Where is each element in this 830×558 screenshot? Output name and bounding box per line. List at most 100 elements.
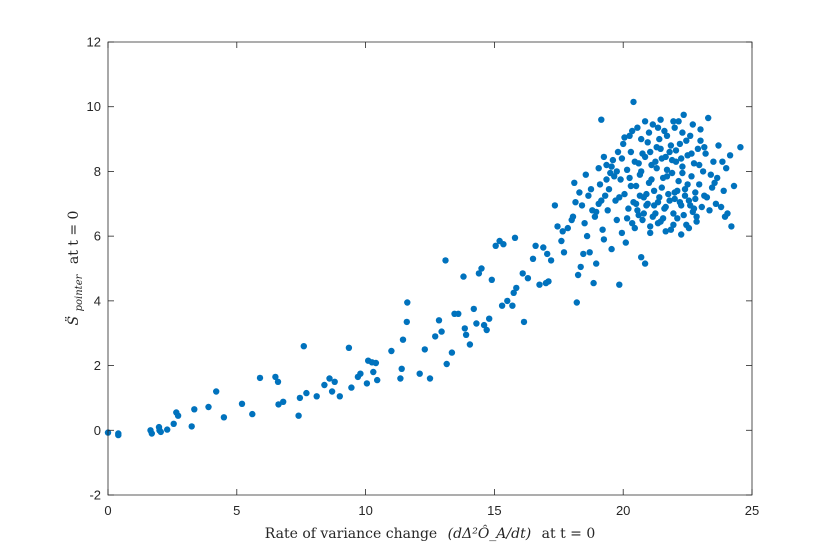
data-point [649, 121, 656, 128]
data-point [598, 116, 605, 123]
plot-area [108, 42, 752, 495]
data-point [667, 226, 675, 233]
y-tick-label: -2 [89, 488, 101, 503]
x-axis-label: Rate of variance change (dΔ²Ô_A/dt) at t… [265, 524, 595, 542]
data-point [629, 220, 636, 227]
data-point [536, 281, 543, 288]
data-point [634, 124, 641, 131]
data-point [604, 207, 611, 214]
data-point [574, 271, 582, 279]
data-point [613, 168, 620, 175]
data-point [663, 173, 671, 180]
data-point [590, 279, 597, 287]
data-point [681, 186, 689, 193]
data-point [554, 223, 561, 230]
data-point [626, 132, 633, 139]
data-point [580, 250, 587, 258]
data-point [328, 388, 336, 395]
data-point [668, 156, 676, 164]
data-point [205, 403, 212, 411]
data-point [645, 129, 653, 136]
data-point [680, 211, 687, 219]
data-point [443, 360, 450, 368]
data-point [638, 135, 645, 143]
data-point [256, 374, 264, 382]
data-point [681, 192, 689, 199]
y-tick-label: 10 [87, 99, 101, 114]
data-point [641, 260, 649, 267]
data-point [170, 420, 177, 427]
data-point [632, 182, 640, 190]
data-point [475, 270, 483, 277]
data-point [370, 368, 377, 376]
data-point [630, 199, 637, 206]
y-axis-label-suffix: at t = 0 [66, 211, 82, 265]
data-point [513, 284, 520, 292]
data-point [586, 249, 593, 256]
data-point [671, 195, 678, 203]
data-point [599, 226, 606, 233]
x-tick-label: 20 [616, 503, 630, 518]
data-point [662, 153, 669, 161]
data-point [715, 142, 722, 149]
data-point [296, 394, 304, 402]
data-point [675, 177, 682, 185]
data-point [442, 257, 449, 264]
data-point [676, 199, 684, 206]
data-point [280, 398, 287, 405]
data-point [644, 200, 651, 207]
data-point [448, 349, 456, 356]
data-point [657, 116, 664, 123]
data-point [650, 202, 658, 209]
data-point [692, 195, 699, 203]
data-point [611, 173, 618, 180]
data-point [702, 150, 709, 157]
data-point [461, 325, 468, 332]
data-point [510, 289, 517, 296]
data-point [627, 182, 635, 190]
data-point [644, 139, 651, 146]
data-point [717, 203, 725, 211]
data-point [174, 412, 182, 419]
data-point [620, 140, 627, 148]
data-point [303, 389, 310, 397]
data-point [618, 155, 626, 162]
data-point [678, 155, 685, 162]
data-point [650, 187, 658, 194]
data-point [666, 148, 673, 156]
data-point [697, 137, 704, 144]
data-point [348, 384, 355, 391]
data-point [274, 378, 282, 385]
data-point [616, 281, 623, 288]
data-point [388, 347, 395, 355]
data-point [460, 273, 467, 280]
y-axis-label: S̈ pointer at t = 0 [64, 211, 86, 326]
data-point [623, 166, 631, 173]
data-point [714, 174, 721, 182]
data-point [345, 344, 353, 351]
data-point [564, 224, 571, 232]
y-tick-label: 8 [94, 164, 101, 179]
data-point [665, 190, 672, 198]
data-point [616, 194, 623, 201]
data-point [643, 190, 650, 198]
data-point [504, 297, 511, 305]
data-point [693, 213, 700, 220]
data-point [500, 241, 507, 248]
data-point [466, 341, 474, 348]
data-point [585, 192, 592, 199]
data-point [191, 406, 198, 413]
data-point [372, 359, 380, 367]
data-point [249, 410, 256, 418]
data-point [547, 257, 555, 264]
data-point [678, 231, 685, 238]
data-point [470, 305, 477, 313]
data-point [300, 343, 307, 350]
data-point [486, 315, 493, 322]
data-point [711, 179, 718, 186]
data-point [659, 215, 667, 222]
data-point [656, 194, 663, 201]
data-point [653, 165, 660, 172]
x-tick-label: 15 [487, 503, 501, 518]
data-point [593, 208, 600, 216]
